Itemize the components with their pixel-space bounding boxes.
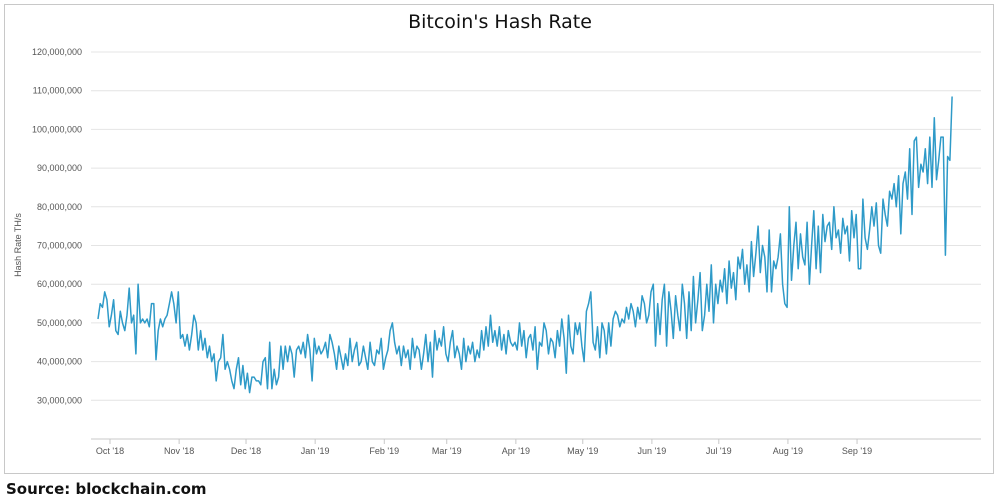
x-tick-label: Jun '19 [638,446,667,456]
x-tick-label: Nov '18 [164,446,194,456]
x-tick-label: Sep '19 [842,446,872,456]
series-layer [97,96,953,394]
x-tick-label: Jan '19 [301,446,330,456]
y-tick-label: 100,000,000 [32,124,82,134]
y-tick-label: 30,000,000 [37,395,82,405]
y-tick-label: 80,000,000 [37,202,82,212]
y-axis-label: Hash Rate TH/s [13,213,23,277]
source-note: Source: blockchain.com [6,480,207,498]
chart-title: Bitcoin's Hash Rate [408,11,592,33]
x-tick-label: Oct '18 [96,446,124,456]
x-tick-label: Jul '19 [706,446,732,456]
y-tick-label: 90,000,000 [37,163,82,173]
y-tick-label: 40,000,000 [37,357,82,367]
x-tick-label: Aug '19 [773,446,803,456]
chart-frame: 30,000,000 40,000,000 50,000,000 60,000,000… [4,4,994,474]
y-tick-label: 120,000,000 [32,47,82,57]
x-tick-label: May '19 [567,446,598,456]
y-tick-label: 70,000,000 [37,241,82,251]
x-tick-label: Mar '19 [432,446,462,456]
grid-lines [91,51,981,440]
x-tick-label: Feb '19 [369,446,399,456]
x-tick-label: Apr '19 [502,446,530,456]
hash-rate-series-line [97,96,953,394]
y-tick-label: 50,000,000 [37,318,82,328]
x-tick-label: Dec '18 [231,446,261,456]
x-tick-labels: Oct '18 Nov '18 Dec '18 Jan '19 Feb '19 Mar '… [96,439,872,456]
y-tick-labels: 30,000,000 40,000,000 50,000,000 60,000,000… [32,47,82,405]
y-tick-label: 60,000,000 [37,279,82,289]
hash-rate-chart: 30,000,000 40,000,000 50,000,000 60,000,000… [13,47,981,456]
y-tick-label: 110,000,000 [33,86,82,96]
